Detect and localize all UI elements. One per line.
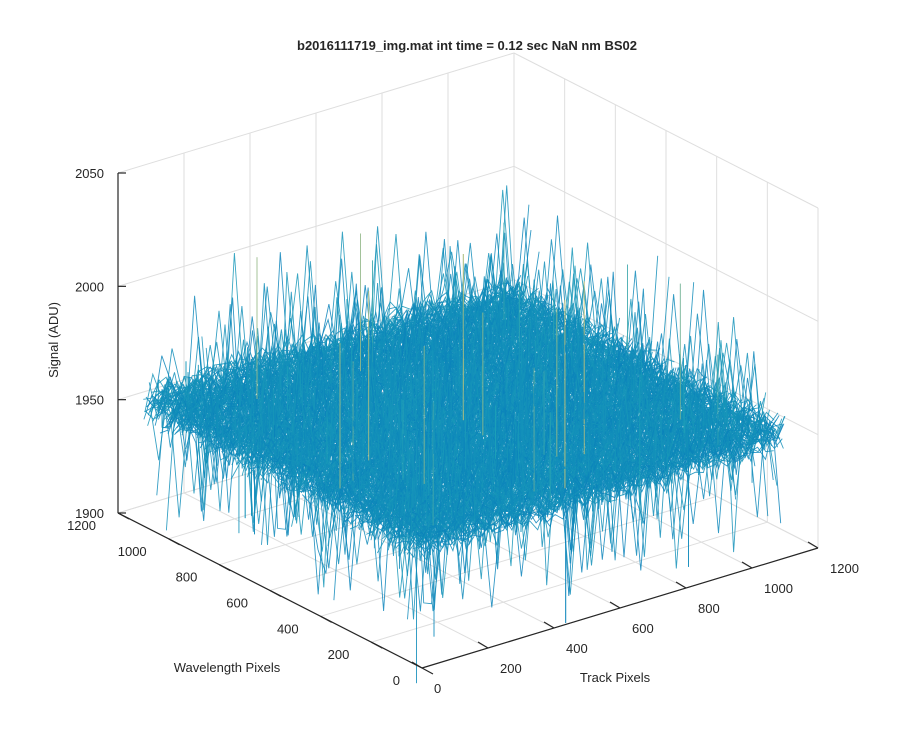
surface-row	[419, 415, 783, 557]
axes	[117, 172, 819, 675]
y-tick-label: 1000	[118, 544, 147, 559]
tick-labels: 1900 1950 2000 2050 0 200 400 600 800 1000 1200 0 20…	[67, 166, 859, 696]
z-tick-label: 2000	[75, 279, 104, 294]
y-tick-label: 800	[176, 570, 198, 585]
x-tick-label: 800	[698, 601, 720, 616]
surface-row	[416, 421, 780, 554]
x-tick	[741, 561, 753, 569]
x-tick-label: 0	[434, 681, 441, 696]
x-tick	[609, 601, 621, 609]
x-tick-label: 1000	[764, 581, 793, 596]
x-tick-label: 200	[500, 661, 522, 676]
y-tick	[219, 564, 231, 572]
x-tick	[675, 581, 687, 589]
y-tick-label: 1200	[67, 518, 96, 533]
side-wall-grid-z	[513, 165, 819, 322]
y-tick	[421, 667, 434, 675]
y-tick-label: 600	[226, 596, 248, 611]
y-tick-label: 0	[393, 673, 400, 688]
y-tick	[320, 615, 332, 623]
surface-mesh	[143, 185, 786, 684]
surface-row	[420, 419, 784, 595]
z-tick-label: 1900	[75, 506, 104, 521]
surface-row	[421, 403, 786, 547]
back-wall-grid-z	[117, 52, 515, 174]
y-tick-label: 200	[328, 647, 350, 662]
x-axis-label: Track Pixels	[580, 670, 651, 685]
x-tick	[543, 621, 555, 629]
back-wall-grid-z	[117, 165, 515, 287]
y-tick-label: 400	[277, 621, 299, 636]
floor-grid-y	[320, 495, 717, 617]
x-tick	[411, 661, 423, 669]
z-tick-label: 1950	[75, 393, 104, 408]
chart-title: b2016111719_img.mat int time = 0.12 sec …	[297, 38, 637, 53]
side-wall-grid-z	[513, 52, 819, 209]
y-axis-label: Wavelength Pixels	[174, 660, 281, 675]
x-tick	[477, 641, 489, 649]
y-tick	[371, 641, 383, 649]
surface-row	[421, 398, 785, 570]
y-tick	[269, 589, 282, 598]
x-tick-label: 400	[566, 641, 588, 656]
x-tick	[807, 541, 819, 549]
surface-row	[410, 416, 774, 550]
surface-row	[418, 412, 783, 562]
x-tick-label: 600	[632, 621, 654, 636]
surface-row	[420, 423, 785, 544]
z-tick-label: 2050	[75, 166, 104, 181]
y-tick	[117, 512, 130, 520]
z-axis-label: Signal (ADU)	[46, 302, 61, 378]
x-tick-label: 1200	[830, 561, 859, 576]
surface-row	[311, 288, 676, 494]
y-tick	[168, 538, 180, 546]
